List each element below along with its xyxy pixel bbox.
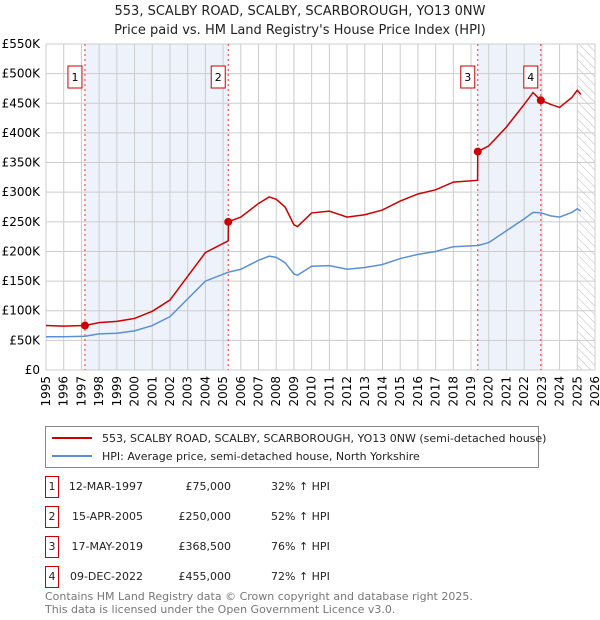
legend-swatch bbox=[52, 437, 92, 439]
x-tick-label: 2005 bbox=[216, 376, 230, 407]
sale-label: 2 bbox=[215, 71, 222, 84]
x-tick-label: 2004 bbox=[198, 376, 212, 407]
x-tick-label: 2006 bbox=[234, 376, 248, 407]
shaded-period bbox=[84, 44, 229, 370]
sale-price: £75,000 bbox=[185, 480, 232, 493]
hpi-line bbox=[46, 207, 582, 338]
legend-label: 553, SCALBY ROAD, SCALBY, SCARBOROUGH, Y… bbox=[102, 431, 547, 445]
x-tick-label: 2002 bbox=[163, 376, 177, 407]
chart-title: 553, SCALBY ROAD, SCALBY, SCARBOROUGH, Y… bbox=[114, 4, 486, 19]
sale-date: 17-MAY-2019 bbox=[71, 540, 143, 553]
chart-subtitle: Price paid vs. HM Land Registry's House … bbox=[114, 23, 486, 38]
legend-item-property: 553, SCALBY ROAD, SCALBY, SCARBOROUGH, Y… bbox=[52, 430, 546, 446]
sale-number: 4 bbox=[45, 566, 59, 588]
x-tick-label: 1995 bbox=[39, 376, 53, 407]
x-tick-label: 2007 bbox=[252, 376, 266, 407]
y-tick-label: £550K bbox=[2, 37, 42, 51]
x-tick-label: 2000 bbox=[128, 376, 142, 407]
y-tick-label: £200K bbox=[2, 244, 42, 258]
legend-swatch bbox=[52, 455, 92, 457]
x-tick-label: 2026 bbox=[588, 376, 600, 407]
sale-price: £455,000 bbox=[178, 570, 232, 583]
x-tick-label: 2012 bbox=[340, 376, 354, 407]
sale-label: 3 bbox=[464, 71, 471, 84]
x-tick-label: 2024 bbox=[553, 376, 567, 407]
sale-point bbox=[80, 321, 89, 330]
x-tick-label: 1998 bbox=[92, 376, 106, 407]
property-line bbox=[45, 89, 582, 327]
price-chart: 1995 1996 1997 1998 1999 2000 2001 2002 2003 2004… bbox=[2, 37, 600, 407]
sale-row: 2 15-APR-2005 £250,000 52% ↑ HPI bbox=[45, 506, 545, 528]
x-tick-label: 1997 bbox=[74, 376, 88, 407]
sale-price: £250,000 bbox=[178, 510, 232, 523]
sale-date: 09-DEC-2022 bbox=[69, 570, 143, 583]
sale-number: 1 bbox=[45, 476, 59, 498]
sale-row: 4 09-DEC-2022 £455,000 72% ↑ HPI bbox=[45, 566, 545, 588]
x-tick-label: 2011 bbox=[322, 376, 336, 407]
y-tick-label: £150K bbox=[2, 274, 42, 288]
sale-label-box bbox=[523, 65, 539, 89]
x-tick-label: 2015 bbox=[393, 376, 407, 407]
x-tick-label: 2021 bbox=[499, 376, 513, 407]
sale-row: 1 12-MAR-1997 £75,000 32% ↑ HPI bbox=[45, 476, 545, 498]
sale-hpi-diff: 32% ↑ HPI bbox=[271, 480, 330, 493]
sale-date: 15-APR-2005 bbox=[71, 510, 143, 523]
x-tick-label: 2022 bbox=[517, 376, 531, 407]
sale-row: 3 17-MAY-2019 £368,500 76% ↑ HPI bbox=[45, 536, 545, 558]
sale-price: £368,500 bbox=[178, 540, 232, 553]
x-tick-label: 2013 bbox=[358, 376, 372, 407]
x-tick-label: 2010 bbox=[305, 376, 319, 407]
x-tick-label: 2003 bbox=[181, 376, 195, 407]
y-tick-label: £250K bbox=[2, 215, 42, 229]
sale-hpi-diff: 72% ↑ HPI bbox=[271, 570, 330, 583]
y-tick-label: £450K bbox=[2, 96, 42, 110]
legend-item-hpi: HPI: Average price, semi-detached house,… bbox=[52, 448, 420, 464]
sale-label-box bbox=[210, 65, 226, 89]
footer-line: Contains HM Land Registry data © Crown c… bbox=[45, 590, 473, 603]
legend: 553, SCALBY ROAD, SCALBY, SCARBOROUGH, Y… bbox=[45, 426, 546, 468]
footer: Contains HM Land Registry data © Crown c… bbox=[45, 590, 473, 616]
y-tick-label: £400K bbox=[2, 126, 42, 140]
x-tick-label: 2017 bbox=[429, 376, 443, 407]
sale-hpi-diff: 52% ↑ HPI bbox=[271, 510, 330, 523]
forecast-hatch bbox=[577, 44, 595, 370]
x-tick-label: 2018 bbox=[446, 376, 460, 407]
sale-point bbox=[536, 96, 545, 105]
x-tick-label: 1996 bbox=[57, 376, 71, 407]
x-tick-label: 2016 bbox=[411, 376, 425, 407]
x-tick-label: 2023 bbox=[535, 376, 549, 407]
x-tick-label: 2019 bbox=[464, 376, 478, 407]
y-tick-label: £100K bbox=[2, 304, 42, 318]
sale-number: 3 bbox=[45, 536, 59, 558]
x-tick-label: 2014 bbox=[375, 376, 389, 407]
legend-label: HPI: Average price, semi-detached house,… bbox=[102, 449, 420, 463]
sale-number: 2 bbox=[45, 506, 59, 528]
x-tick-label: 2020 bbox=[482, 376, 496, 407]
footer-line: This data is licensed under the Open Gov… bbox=[45, 603, 396, 616]
x-tick-label: 2001 bbox=[145, 376, 159, 407]
x-tick-label: 2009 bbox=[287, 376, 301, 407]
y-tick-label: £300K bbox=[2, 185, 42, 199]
sale-label-box bbox=[460, 65, 476, 89]
sale-date: 12-MAR-1997 bbox=[68, 480, 143, 493]
sale-point bbox=[473, 147, 482, 156]
y-tick-label: £0 bbox=[25, 363, 40, 377]
sale-point bbox=[224, 217, 233, 226]
sale-hpi-diff: 76% ↑ HPI bbox=[271, 540, 330, 553]
x-tick-label: 1999 bbox=[110, 376, 124, 407]
sale-label-box bbox=[67, 65, 83, 89]
x-tick-label: 2008 bbox=[269, 376, 283, 407]
plot-frame bbox=[45, 43, 596, 371]
sale-label: 4 bbox=[527, 71, 534, 84]
y-tick-label: £350K bbox=[2, 156, 42, 170]
y-tick-label: £50K bbox=[9, 333, 41, 347]
shaded-period bbox=[477, 44, 541, 370]
sale-label: 1 bbox=[71, 71, 78, 84]
x-tick-label: 2025 bbox=[570, 376, 584, 407]
y-tick-label: £500K bbox=[2, 67, 42, 81]
